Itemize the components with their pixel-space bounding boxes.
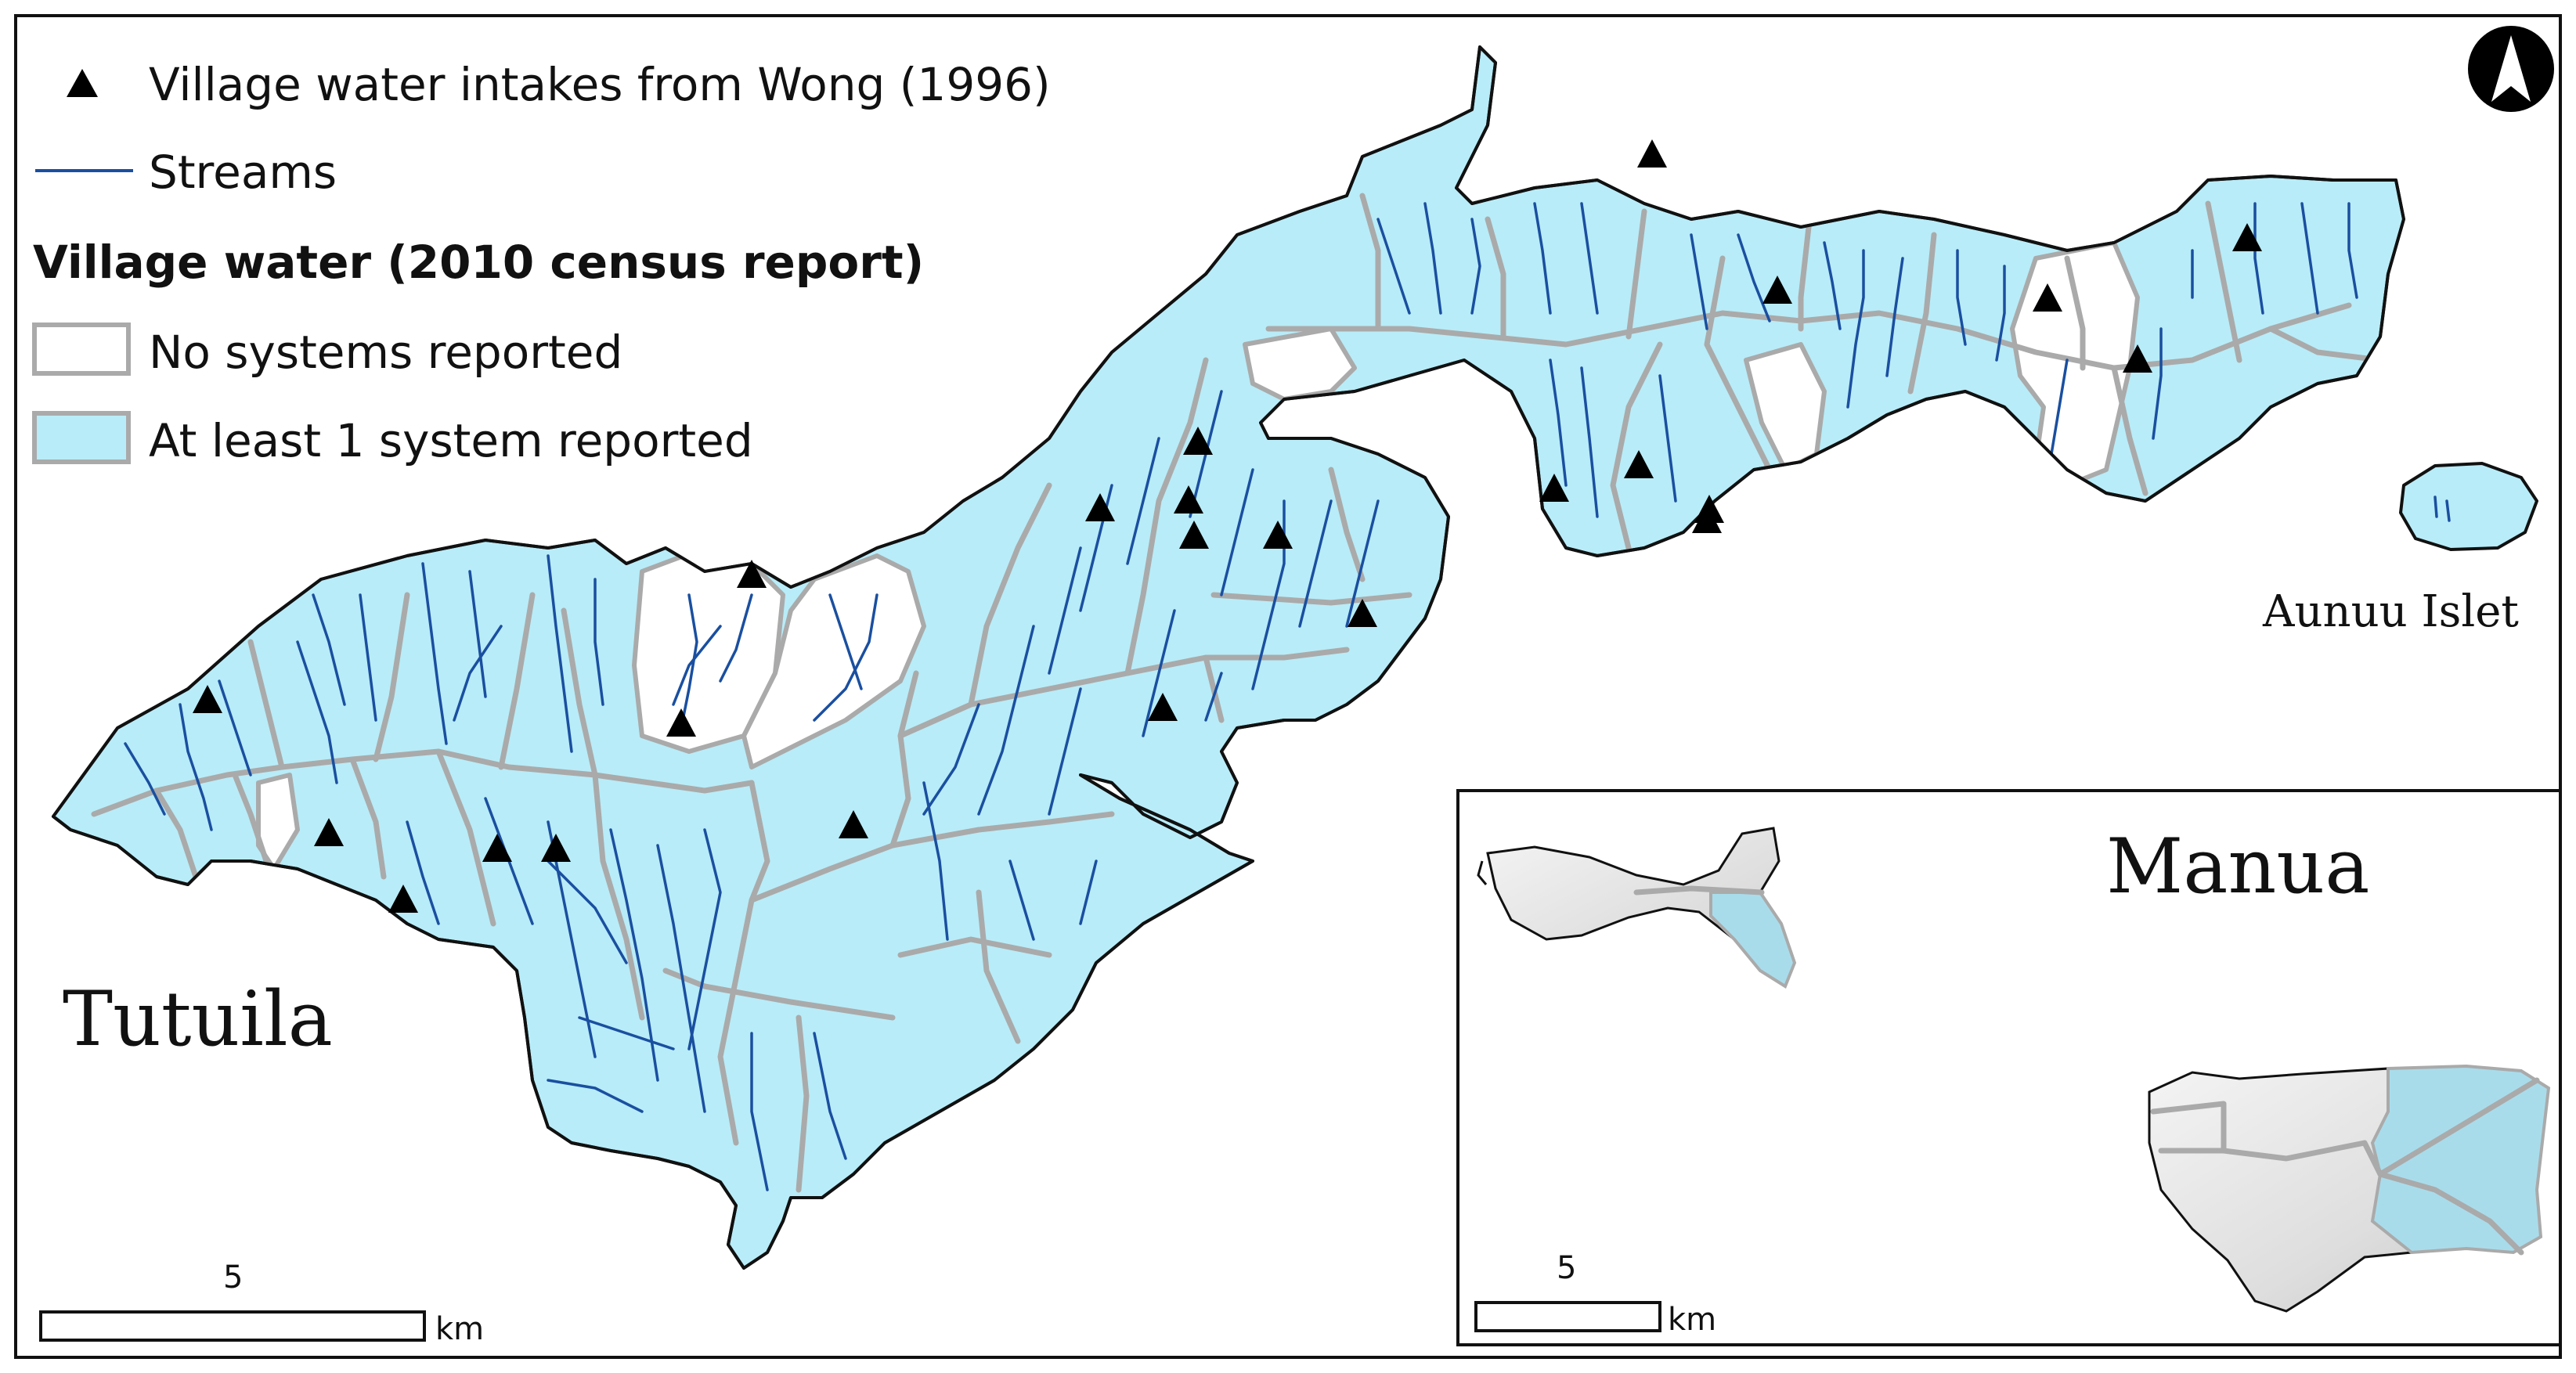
no-system-village — [741, 553, 926, 769]
at-least-one-swatch — [32, 411, 131, 464]
tutuila-coastline — [52, 45, 2405, 1270]
intake-triangle-icon — [314, 818, 344, 846]
legend-title: Village water (2010 census report) — [33, 236, 924, 289]
streams — [124, 202, 2358, 1191]
intake-triangle-icon — [1085, 493, 1115, 521]
intake-markers — [193, 139, 2262, 913]
aunuu-label: Aunuu Islet — [2262, 586, 2519, 637]
legend: Village water intakes from Wong (1996) S… — [32, 58, 1051, 467]
main-scale-value: 5 — [223, 1259, 243, 1296]
manua-inset: Manua 5 km — [1456, 789, 2562, 1346]
manua-label: Manua — [2106, 823, 2369, 910]
inset-scale-unit: km — [1668, 1302, 1716, 1338]
intake-triangle-icon — [1348, 599, 1377, 627]
north-arrow-icon — [2468, 26, 2554, 112]
aunuu-landmass — [2399, 462, 2538, 551]
intake-triangle-icon — [737, 560, 767, 588]
tutuila-label: Tutuila — [63, 975, 333, 1063]
intake-triangle-icon — [1637, 139, 1667, 168]
intake-triangle-icon — [839, 810, 868, 838]
intake-triangle-icon — [2033, 283, 2062, 312]
legend-no-systems-label: No systems reported — [149, 326, 622, 379]
legend-intakes-label: Village water intakes from Wong (1996) — [149, 58, 1051, 111]
intake-triangle-icon — [1624, 450, 1654, 478]
aunuu-islet: Aunuu Islet — [2262, 462, 2538, 637]
triangle-icon — [67, 69, 98, 97]
intake-triangle-icon — [1174, 485, 1203, 514]
intake-triangle-icon — [482, 834, 512, 862]
intake-triangle-icon — [1692, 505, 1722, 533]
intake-triangle-icon — [1179, 521, 1209, 549]
legend-streams-label: Streams — [149, 146, 337, 199]
inset-scale-value: 5 — [1557, 1250, 1576, 1286]
no-systems-swatch — [32, 323, 131, 376]
map-frame — [14, 14, 2562, 1359]
main-scale-bar: 5 km — [39, 1259, 484, 1347]
intake-triangle-icon — [666, 708, 696, 737]
intake-triangle-icon — [2123, 344, 2152, 373]
intake-triangle-icon — [388, 885, 418, 913]
tau-served-area — [2370, 1064, 2551, 1255]
ofu-olosega-served-area — [1709, 891, 1797, 989]
legend-at-least-one-label: At least 1 system reported — [149, 414, 753, 467]
intake-triangle-icon — [2232, 223, 2262, 251]
village-boundaries — [91, 193, 2383, 1193]
intake-triangle-icon — [1539, 474, 1569, 502]
intake-triangle-icon — [193, 685, 222, 713]
intake-triangle-icon — [1183, 427, 1213, 455]
intake-triangle-icon — [1263, 521, 1293, 549]
intake-triangle-icon — [1148, 693, 1178, 721]
intake-triangle-icon — [541, 834, 571, 862]
main-scale-unit: km — [435, 1311, 484, 1347]
intake-triangle-icon — [1762, 276, 1792, 304]
